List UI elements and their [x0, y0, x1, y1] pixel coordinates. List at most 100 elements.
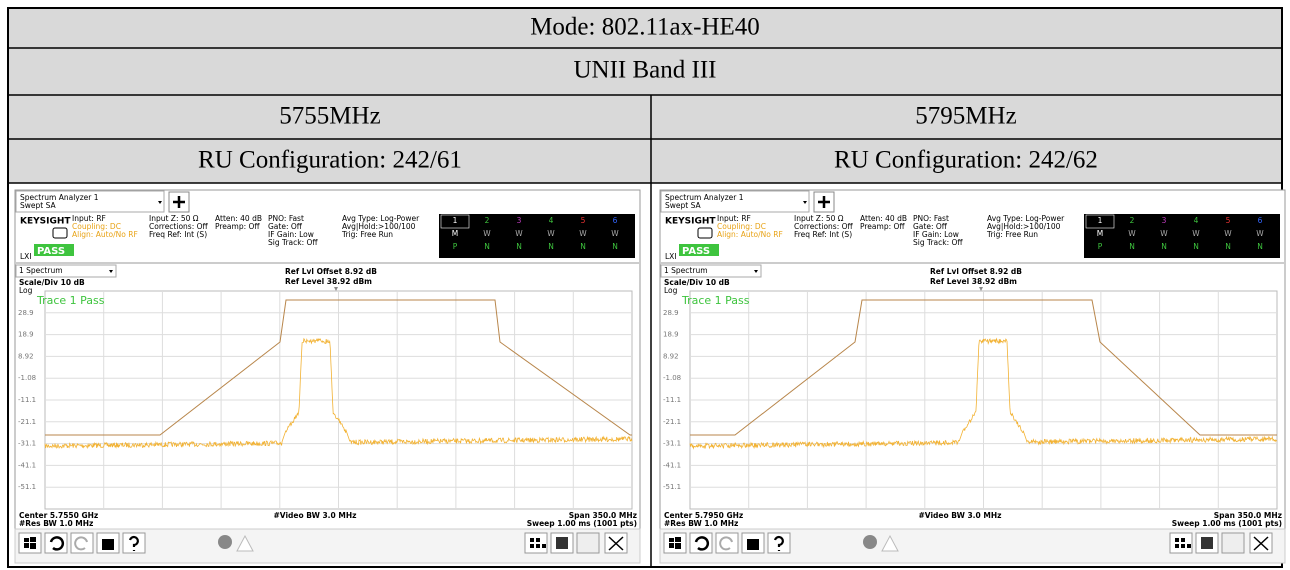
limit-status: Trace 1 Pass — [681, 294, 750, 307]
window-title: Spectrum Analyzer 1 — [20, 193, 99, 202]
avg-hold: Avg|Hold:>100/100 — [342, 222, 416, 231]
plus-icon — [818, 196, 830, 208]
toolbar-button[interactable] — [524, 532, 548, 554]
y-axis-label: -1.08 — [18, 374, 36, 382]
window-dropdown[interactable] — [660, 190, 810, 213]
view-dropdown[interactable] — [15, 264, 117, 278]
sig-track: Sig Track: Off — [913, 238, 963, 247]
icon — [1253, 536, 1269, 551]
chat-icon — [863, 535, 877, 549]
gate: Gate: Off — [913, 222, 948, 231]
y-axis-label: -51.1 — [663, 483, 681, 491]
limit-status: Trace 1 Pass — [36, 294, 105, 307]
trace-trace-type: W — [579, 229, 587, 238]
icon — [1175, 538, 1191, 548]
coupling: Coupling: DC — [717, 222, 766, 231]
warning-icon — [881, 534, 899, 552]
separator — [15, 262, 640, 264]
center-marker — [334, 287, 338, 291]
video-bw: #Video BW 3.0 MHz — [274, 511, 357, 520]
status: PASS — [682, 246, 710, 257]
trace-trace-detector: P — [1098, 242, 1103, 251]
view-dropdown[interactable] — [660, 264, 762, 278]
pno: PNO: Fast — [268, 214, 304, 223]
y-axis-label: 18.9 — [18, 331, 34, 339]
center-marker — [979, 287, 983, 291]
mode-title: Mode: 802.11ax-HE40 — [530, 14, 760, 41]
window-dropdown[interactable] — [15, 190, 165, 213]
y-axis-label: 28.9 — [663, 309, 679, 317]
pass-badge — [679, 244, 719, 256]
trace-trace-type: M — [452, 229, 458, 238]
trace-trace-header: 6 — [613, 216, 618, 225]
trace-trace-type: W — [1160, 229, 1168, 238]
ref-level: Ref Level 38.92 dBm — [930, 277, 1017, 286]
icon — [24, 537, 36, 549]
frequency: 5755MHz — [279, 103, 380, 130]
trace-trace-type: W — [1224, 229, 1232, 238]
align: Align: Auto/No RF — [72, 230, 138, 239]
y-axis-label: -41.1 — [18, 461, 36, 469]
sweep: Sweep 1.00 ms (1001 pts) — [1172, 519, 1282, 528]
scale: Scale/Div 10 dB — [19, 278, 85, 287]
y-axis-label: -11.1 — [663, 396, 681, 404]
atten: Atten: 40 dB — [215, 214, 262, 223]
view: 1 Spectrum — [664, 266, 708, 275]
icon — [102, 539, 114, 550]
trace-trace-header: 2 — [1130, 216, 1135, 225]
avg-hold: Avg|Hold:>100/100 — [987, 222, 1061, 231]
y-axis-label: -51.1 — [18, 483, 36, 491]
input-icon — [697, 227, 713, 239]
preamp: Preamp: Off — [215, 222, 260, 231]
trace-trace-type: M — [1097, 229, 1103, 238]
scale: Scale/Div 10 dB — [664, 278, 730, 287]
corrections: Corrections: Off — [149, 222, 209, 231]
freq-ref: Freq Ref: Int (S) — [149, 230, 207, 239]
icon — [669, 537, 681, 549]
y-axis-label: -41.1 — [663, 461, 681, 469]
toolbar-button[interactable] — [1221, 532, 1245, 554]
trace-trace-detector: N — [484, 242, 490, 251]
dropdown-arrow — [158, 201, 162, 204]
video-bw: #Video BW 3.0 MHz — [919, 511, 1002, 520]
trace-trace-header: 6 — [1258, 216, 1263, 225]
freq-ref: Freq Ref: Int (S) — [794, 230, 852, 239]
trace-trace-type: W — [1192, 229, 1200, 238]
toolbar-button[interactable] — [122, 532, 146, 554]
brand: KEYSIGHT — [20, 217, 71, 227]
lxi: LXI — [20, 252, 32, 261]
ref-level: Ref Level 38.92 dBm — [285, 277, 372, 286]
frequency: 5795MHz — [915, 103, 1016, 130]
icon — [719, 536, 733, 551]
log: Log — [19, 286, 33, 295]
ref-offset: Ref Lvl Offset 8.92 dB — [930, 267, 1022, 276]
view: 1 Spectrum — [19, 266, 63, 275]
trace-trace-detector: N — [612, 242, 618, 251]
input: Input: RF — [717, 214, 751, 223]
coupling: Coupling: DC — [72, 222, 121, 231]
icon — [694, 536, 710, 551]
trace-trace-detector: N — [1257, 242, 1263, 251]
align: Align: Auto/No RF — [717, 230, 783, 239]
sweep: Sweep 1.00 ms (1001 pts) — [527, 519, 637, 528]
input-icon — [52, 227, 68, 239]
if-gain: IF Gain: Low — [913, 230, 959, 239]
trace-trace-detector: P — [453, 242, 458, 251]
brand: KEYSIGHT — [665, 217, 716, 227]
y-axis-label: -31.1 — [18, 440, 36, 448]
icon — [773, 535, 784, 551]
icon — [74, 536, 88, 551]
dropdown-arrow — [109, 270, 113, 273]
toolbar-button[interactable] — [767, 532, 791, 554]
toolbar-button[interactable] — [576, 532, 600, 554]
y-axis-label: -1.08 — [663, 374, 681, 382]
avg-type: Avg Type: Log-Power — [987, 214, 1065, 223]
toolbar-button[interactable] — [1169, 532, 1193, 554]
trace-trace-detector: N — [580, 242, 586, 251]
y-axis-label: 8.92 — [663, 352, 679, 360]
icon — [747, 539, 759, 550]
trace-trace-detector: N — [1225, 242, 1231, 251]
res-bw: #Res BW 1.0 MHz — [19, 519, 93, 528]
mode-name: Swept SA — [20, 201, 56, 210]
